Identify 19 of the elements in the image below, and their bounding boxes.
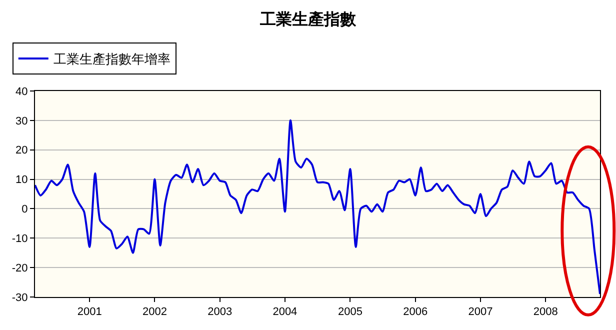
y-tick-label: -30 bbox=[12, 292, 28, 304]
y-tick-label: -20 bbox=[12, 262, 28, 274]
x-tick-label: 2008 bbox=[533, 306, 558, 318]
x-tick-label: 2007 bbox=[468, 306, 493, 318]
x-tick-label: 2002 bbox=[142, 306, 167, 318]
x-tick-label: 2004 bbox=[272, 306, 298, 318]
y-tick-label: 40 bbox=[16, 86, 28, 98]
y-tick-label: 30 bbox=[16, 115, 28, 128]
y-tick-label: 10 bbox=[16, 174, 28, 186]
x-tick-label: 2001 bbox=[77, 306, 102, 318]
legend-label: 工業生產指數年增率 bbox=[53, 52, 170, 67]
chart-title: 工業生產指數 bbox=[259, 10, 357, 28]
y-tick-label: -10 bbox=[12, 232, 28, 245]
x-tick-label: 2005 bbox=[338, 306, 362, 318]
x-tick-label: 2003 bbox=[208, 306, 232, 318]
x-tick-label: 2006 bbox=[403, 306, 428, 318]
line-series bbox=[35, 119, 600, 296]
y-tick-label: 20 bbox=[16, 144, 28, 157]
y-tick-label: 0 bbox=[22, 204, 28, 216]
